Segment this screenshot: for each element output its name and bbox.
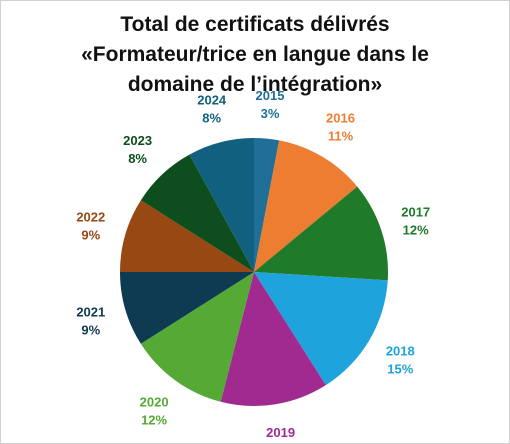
slice-label-2016: 2016 [326,111,355,126]
slice-value-2020: 12% [141,413,167,428]
pie-slice-2015 [254,137,280,272]
slice-label-2023: 2023 [123,133,152,148]
pie-slices [120,137,389,406]
slice-value-2021: 9% [81,322,100,337]
slice-value-2022: 9% [81,228,100,243]
slice-label-2017: 2017 [401,205,430,220]
pie-slice-2021 [120,272,254,344]
slice-value-2018: 15% [387,362,413,377]
slice-label-2015: 2015 [256,88,285,103]
slice-value-2019: 13% [268,443,294,444]
pie-slice-2022 [120,200,254,272]
chart-title-line-2: «Formateur/trice en langue dans le [81,43,429,66]
chart-title: Total de certificats délivrés «Formateur… [0,10,510,100]
slice-value-2024: 8% [202,110,221,125]
slice-value-2023: 8% [128,151,147,166]
pie-slice-2017 [254,186,389,281]
chart-title-line-1: Total de certificats délivrés [120,13,390,36]
chart-title-line-3: domaine de l’intégration» [127,73,383,96]
pie-slice-2019 [220,272,326,406]
pie-slice-2018 [254,272,388,386]
slice-label-2024: 2024 [197,92,227,107]
pie-slice-2020 [140,272,254,402]
pie-slice-2024 [189,137,254,272]
slice-value-2017: 12% [403,223,429,238]
pie-slice-2023 [140,154,254,272]
slice-value-2016: 11% [328,129,354,144]
slice-label-2020: 2020 [140,395,169,410]
slice-label-2021: 2021 [76,304,105,319]
slice-label-2018: 2018 [386,344,415,359]
pie-slice-2016 [254,140,358,272]
slice-value-2015: 3% [261,106,280,121]
slice-label-2022: 2022 [76,210,105,225]
slice-labels: 2015 3% 2016 11% 2017 12% 2018 15% 2019 13% 2020 12… [76,88,430,444]
slice-label-2019: 2019 [266,425,295,440]
